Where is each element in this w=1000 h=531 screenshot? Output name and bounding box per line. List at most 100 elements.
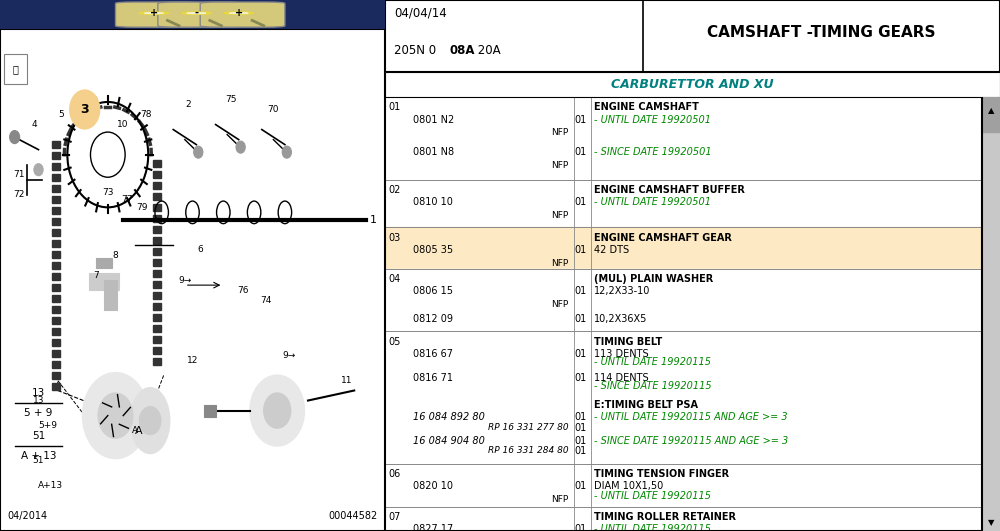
Bar xyxy=(52,262,60,269)
Bar xyxy=(153,226,161,233)
Text: NFP: NFP xyxy=(551,259,568,268)
Text: RP 16 331 277 80: RP 16 331 277 80 xyxy=(488,423,568,432)
Text: 01: 01 xyxy=(574,373,587,383)
Bar xyxy=(153,326,161,332)
Bar xyxy=(52,185,60,192)
Text: 79: 79 xyxy=(137,203,148,212)
Text: NFP: NFP xyxy=(551,300,568,309)
Text: - SINCE DATE 19920115: - SINCE DATE 19920115 xyxy=(594,381,712,391)
Circle shape xyxy=(95,151,101,158)
Text: 70: 70 xyxy=(268,105,279,114)
Text: A+13: A+13 xyxy=(37,481,63,490)
Bar xyxy=(385,331,982,464)
Text: 51: 51 xyxy=(33,456,44,465)
Text: 10,2X36X5: 10,2X36X5 xyxy=(594,314,647,324)
Bar xyxy=(385,97,982,179)
Text: 9→: 9→ xyxy=(282,351,295,360)
Text: 01: 01 xyxy=(574,197,587,207)
Text: 11: 11 xyxy=(341,376,352,385)
Bar xyxy=(385,507,982,531)
Text: 07: 07 xyxy=(388,512,400,523)
Text: - UNTIL DATE 19920115 AND AGE >= 3: - UNTIL DATE 19920115 AND AGE >= 3 xyxy=(594,412,788,422)
Text: A + 13: A + 13 xyxy=(21,451,56,461)
Bar xyxy=(52,339,60,346)
Circle shape xyxy=(139,12,169,14)
Bar xyxy=(52,328,60,335)
Text: 73: 73 xyxy=(102,188,114,197)
Circle shape xyxy=(250,375,304,446)
Text: -: - xyxy=(194,7,198,18)
Text: 5: 5 xyxy=(59,110,64,119)
Text: 04/2014: 04/2014 xyxy=(8,511,48,521)
Bar xyxy=(96,258,112,268)
Text: RP 16 331 284 80: RP 16 331 284 80 xyxy=(488,447,568,456)
Text: 0801 N8: 0801 N8 xyxy=(413,147,454,157)
Text: NFP: NFP xyxy=(551,211,568,220)
Bar xyxy=(153,182,161,189)
Text: ▼: ▼ xyxy=(988,518,994,527)
Text: - UNTIL DATE 19920501: - UNTIL DATE 19920501 xyxy=(594,115,711,125)
Text: - UNTIL DATE 19920115: - UNTIL DATE 19920115 xyxy=(594,357,711,367)
Text: TIMING TENSION FINGER: TIMING TENSION FINGER xyxy=(594,469,729,479)
Text: 0810 10: 0810 10 xyxy=(413,197,453,207)
Bar xyxy=(153,215,161,222)
Circle shape xyxy=(100,162,106,169)
Bar xyxy=(52,152,60,159)
Circle shape xyxy=(110,140,115,147)
Circle shape xyxy=(182,12,211,14)
Bar xyxy=(153,259,161,266)
Bar xyxy=(153,270,161,277)
Text: 9→: 9→ xyxy=(178,276,191,285)
Text: A: A xyxy=(135,426,142,435)
Text: 01: 01 xyxy=(574,412,587,422)
Circle shape xyxy=(34,164,43,176)
Bar xyxy=(52,196,60,203)
Bar xyxy=(52,162,60,170)
Text: 5 + 9: 5 + 9 xyxy=(24,408,53,418)
Text: 42 DTS: 42 DTS xyxy=(594,245,629,255)
Circle shape xyxy=(98,393,133,438)
Text: 01: 01 xyxy=(574,481,587,491)
Text: ENGINE CAMSHAFT: ENGINE CAMSHAFT xyxy=(594,102,699,113)
Text: - SINCE DATE 19920501: - SINCE DATE 19920501 xyxy=(594,147,712,157)
Bar xyxy=(52,372,60,380)
Text: - UNTIL DATE 19920115: - UNTIL DATE 19920115 xyxy=(594,525,711,531)
Circle shape xyxy=(236,141,245,153)
Text: 08A: 08A xyxy=(450,44,475,57)
Text: ENGINE CAMSHAFT GEAR: ENGINE CAMSHAFT GEAR xyxy=(594,233,732,243)
Bar xyxy=(153,292,161,299)
Text: NFP: NFP xyxy=(551,495,568,504)
Bar xyxy=(153,248,161,255)
Circle shape xyxy=(110,162,115,169)
Bar xyxy=(153,358,161,365)
Bar xyxy=(52,350,60,357)
Circle shape xyxy=(83,373,148,458)
Circle shape xyxy=(224,12,253,14)
Text: 0827 17: 0827 17 xyxy=(413,525,453,531)
Bar xyxy=(385,227,982,269)
FancyBboxPatch shape xyxy=(116,2,200,27)
Text: ▲: ▲ xyxy=(988,106,994,115)
Text: 71: 71 xyxy=(14,170,25,179)
Text: 01: 01 xyxy=(574,435,587,446)
Bar xyxy=(204,405,216,417)
Bar xyxy=(153,281,161,288)
Text: 01: 01 xyxy=(574,525,587,531)
Text: 05: 05 xyxy=(388,337,400,347)
Text: 0820 10: 0820 10 xyxy=(413,481,453,491)
FancyBboxPatch shape xyxy=(200,2,285,27)
Circle shape xyxy=(139,407,161,435)
Text: 01: 01 xyxy=(574,147,587,157)
Text: 8: 8 xyxy=(113,251,118,260)
Text: 51: 51 xyxy=(32,431,45,441)
Text: TIMING BELT: TIMING BELT xyxy=(594,337,662,347)
Text: +: + xyxy=(150,7,158,18)
Text: 0816 71: 0816 71 xyxy=(413,373,453,383)
Circle shape xyxy=(264,393,291,428)
Text: 0806 15: 0806 15 xyxy=(413,286,453,296)
Bar xyxy=(52,306,60,313)
Text: 72: 72 xyxy=(14,190,25,199)
Bar xyxy=(153,160,161,167)
Text: 01: 01 xyxy=(574,349,587,359)
Text: 06: 06 xyxy=(388,469,400,479)
